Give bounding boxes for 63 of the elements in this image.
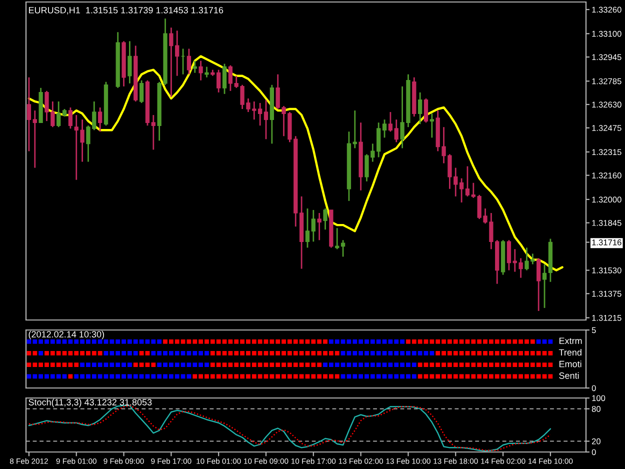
candlestick	[198, 60, 203, 82]
candlestick	[56, 100, 61, 128]
y-tick-label: 1.32475	[592, 125, 622, 131]
y-tick-label: 1.31530	[592, 267, 622, 274]
y-tick-label: 1.32000	[592, 196, 622, 203]
y-tick-label: 1.31716	[592, 239, 622, 246]
candlestick	[424, 98, 428, 124]
candlestick	[264, 99, 268, 140]
y-tick-label: 1.32945	[592, 54, 622, 60]
candlestick	[376, 122, 381, 158]
candlestick	[186, 48, 192, 76]
candlestick	[418, 92, 422, 125]
candlestick	[323, 208, 328, 230]
y-tick-label: 1.33260	[592, 6, 622, 13]
y-tick-label: 0	[592, 449, 596, 456]
candlestick	[222, 63, 227, 95]
candlestick	[311, 209, 316, 242]
candlestick	[68, 106, 73, 130]
candlestick	[26, 76, 32, 152]
y-tick-label: 1.31845	[592, 220, 622, 226]
candlestick	[542, 264, 547, 309]
candlestick	[258, 102, 262, 126]
candlestick	[32, 110, 37, 168]
y-tick-label: 1.32785	[592, 78, 622, 84]
candlestick	[382, 118, 387, 138]
chart-title: Stoch(11,3,3) 43.1232 31.8053	[28, 398, 152, 408]
candlestick	[506, 239, 512, 271]
candlestick	[340, 239, 346, 258]
y-tick-label: 1.31375	[592, 290, 622, 297]
candlestick	[388, 111, 393, 132]
series-label: Extrm	[559, 338, 582, 344]
candlestick	[305, 208, 310, 248]
y-tick-label: 1.32630	[592, 102, 622, 108]
candlestick	[335, 227, 340, 250]
candlestick	[471, 182, 476, 199]
y-tick-label: 1.33100	[592, 30, 622, 37]
candlestick	[139, 80, 144, 104]
candlestick	[151, 114, 156, 150]
candlestick	[204, 66, 209, 78]
candlestick	[394, 118, 398, 143]
series-label: Senti	[559, 372, 579, 379]
candlestick	[128, 40, 132, 84]
y-tick-label: 80	[592, 406, 600, 412]
y-tick-label: 100	[592, 395, 606, 402]
y-tick-label: 0	[592, 385, 596, 392]
y-tick-label: 1.32315	[592, 149, 622, 156]
series-label: Emoti	[559, 360, 582, 368]
candlestick	[98, 106, 102, 132]
candlestick	[317, 212, 322, 241]
candlestick	[465, 166, 470, 198]
series-label: Trend	[558, 348, 582, 356]
candlestick	[352, 110, 357, 149]
chart-title: EURUSD,H1 1.31515 1.31739 1.31453 1.31716	[28, 7, 224, 14]
candlestick	[459, 178, 464, 204]
y-tick-label: 1.31215	[592, 314, 622, 321]
y-tick-label: 20	[592, 438, 600, 444]
candlestick	[216, 69, 221, 94]
candlestick	[228, 64, 233, 92]
y-tick-label: 5	[592, 327, 596, 334]
y-tick-label: 1.32160	[592, 172, 622, 178]
candlestick	[536, 258, 541, 312]
chart-title: (2012.02.14 10:30)	[28, 330, 104, 340]
candlestick	[430, 112, 434, 138]
